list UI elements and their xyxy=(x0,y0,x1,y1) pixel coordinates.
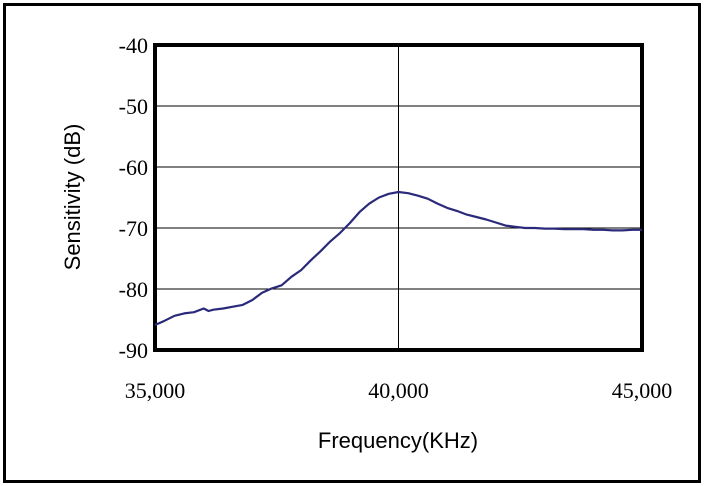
y-tick-labels: -40 -50 -60 -70 -80 -90 xyxy=(119,33,148,363)
series-line xyxy=(154,190,642,327)
x-tick-label: 35,000 xyxy=(125,378,186,403)
x-tick-label: 45,000 xyxy=(612,378,673,403)
y-tick-label: -50 xyxy=(119,94,148,119)
grid-lines xyxy=(155,45,642,350)
y-axis-title: Sensitivity (dB) xyxy=(60,124,85,271)
y-tick-label: -80 xyxy=(119,277,148,302)
y-tick-label: -90 xyxy=(119,338,148,363)
x-tick-label: 40,000 xyxy=(368,378,429,403)
y-tick-label: -60 xyxy=(119,155,148,180)
y-tick-label: -70 xyxy=(119,216,148,241)
y-tick-label: -40 xyxy=(119,33,148,58)
x-tick-labels: 35,000 40,000 45,000 xyxy=(125,378,673,403)
x-axis-title: Frequency(KHz) xyxy=(318,428,478,453)
plot-border xyxy=(153,43,644,352)
chart-frame xyxy=(3,3,701,483)
